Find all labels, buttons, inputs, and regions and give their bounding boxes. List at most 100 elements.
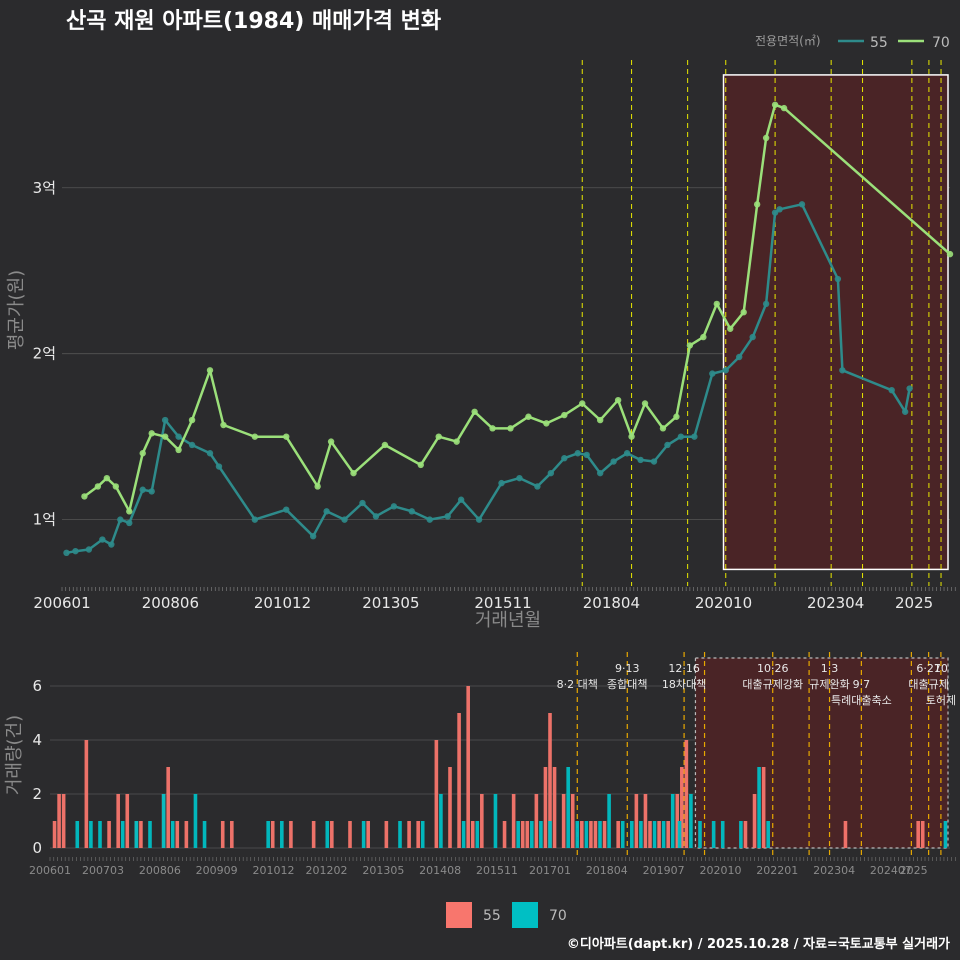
top-point-70 xyxy=(946,250,954,258)
bar-55 xyxy=(570,794,575,848)
bar-70 xyxy=(161,794,166,848)
bar-70 xyxy=(398,821,402,848)
bar-55 xyxy=(384,821,389,848)
top-point-70 xyxy=(251,433,259,440)
policy-annotation: 토허제 xyxy=(926,694,956,707)
footer-credit: ©디아파트(dapt.kr) / 2025.10.28 / 자료=국토교통부 실… xyxy=(567,936,950,952)
bottom-y-tick-label: 2 xyxy=(32,785,42,803)
bar-70 xyxy=(598,821,602,848)
top-point-55 xyxy=(188,441,196,449)
top-point-70 xyxy=(614,396,622,404)
top-point-70 xyxy=(471,408,478,415)
top-point-55 xyxy=(99,536,106,543)
top-point-70 xyxy=(673,413,680,420)
bar-70 xyxy=(711,821,716,848)
bar-70 xyxy=(766,821,770,848)
bar-70 xyxy=(493,794,498,848)
bar-55 xyxy=(348,821,352,848)
top-point-55 xyxy=(596,469,604,477)
bar-70 xyxy=(75,821,80,848)
policy-annotation: 9·7 xyxy=(853,678,871,691)
bar-55 xyxy=(580,821,584,848)
policy-annotation: 18차대책 xyxy=(662,678,706,691)
bar-55 xyxy=(666,821,670,848)
top-x-axis-label: 거래년월 xyxy=(475,610,541,631)
top-legend: 전용면적(㎡) 55 70 xyxy=(755,34,950,51)
top-y-tick-label: 3억 xyxy=(33,179,56,197)
bar-55 xyxy=(543,767,548,848)
policy-annotation: 1·3 xyxy=(821,662,839,675)
bottom-x-tick-label: 201701 xyxy=(529,864,571,877)
bar-70 xyxy=(148,821,152,848)
bar-70 xyxy=(670,794,675,848)
legend-swatch-70 xyxy=(512,902,538,928)
bar-70 xyxy=(584,821,589,848)
bar-70 xyxy=(566,767,570,848)
top-point-55 xyxy=(547,469,555,477)
top-x-tick-label: 201012 xyxy=(254,594,311,612)
bar-55 xyxy=(761,767,766,848)
bottom-x-tick-label: 202304 xyxy=(813,864,855,877)
legend-title: 전용면적(㎡) xyxy=(755,34,821,48)
bar-55 xyxy=(916,821,920,848)
bar-70 xyxy=(720,821,725,848)
bar-55 xyxy=(684,740,689,848)
top-point-55 xyxy=(637,456,644,464)
top-point-70 xyxy=(543,420,550,427)
top-point-70 xyxy=(771,101,779,108)
top-point-70 xyxy=(126,508,133,515)
top-point-55 xyxy=(444,513,451,520)
top-point-70 xyxy=(686,342,694,349)
bar-70 xyxy=(325,821,330,848)
top-point-70 xyxy=(161,433,169,440)
top-point-55 xyxy=(736,353,743,361)
top-point-55 xyxy=(341,516,348,523)
bar-55 xyxy=(680,767,684,848)
top-point-70 xyxy=(435,433,442,440)
top-point-70 xyxy=(327,438,335,445)
bar-55 xyxy=(166,767,170,848)
top-point-55 xyxy=(610,458,617,465)
top-point-55 xyxy=(650,458,658,465)
top-point-55 xyxy=(583,451,590,459)
top-point-70 xyxy=(220,421,227,429)
top-point-70 xyxy=(112,483,120,490)
bottom-x-tick-label: 202010 xyxy=(699,864,741,877)
top-point-55 xyxy=(834,275,842,283)
bar-55 xyxy=(434,740,439,848)
top-point-55 xyxy=(161,416,169,424)
bar-55 xyxy=(330,821,334,848)
policy-annotation: 8·2 대책 xyxy=(557,678,598,691)
bar-70 xyxy=(266,821,270,848)
top-point-55 xyxy=(408,508,416,515)
bar-55 xyxy=(616,821,620,848)
top-point-55 xyxy=(709,370,716,377)
top-point-70 xyxy=(659,425,667,432)
top-point-55 xyxy=(798,201,806,208)
top-point-70 xyxy=(740,309,747,316)
top-point-70 xyxy=(753,201,761,208)
bar-55 xyxy=(743,821,748,848)
chart-title: 산곡 재원 아파트(1984) 매매가격 변화 xyxy=(66,9,441,34)
top-point-55 xyxy=(206,450,214,457)
bar-55 xyxy=(589,821,593,848)
top-point-70 xyxy=(628,433,635,440)
top-point-55 xyxy=(390,503,398,510)
top-point-55 xyxy=(561,455,568,462)
bar-70 xyxy=(652,821,657,848)
top-point-55 xyxy=(309,533,317,540)
top-point-70 xyxy=(561,411,568,419)
bar-55 xyxy=(139,821,143,848)
bar-70 xyxy=(420,821,425,848)
top-x-tick-label: 201305 xyxy=(362,594,419,612)
bottom-x-tick-label: 201305 xyxy=(362,864,404,877)
bar-70 xyxy=(639,821,643,848)
bottom-x-tick-label: 200703 xyxy=(82,864,124,877)
bar-70 xyxy=(193,794,198,848)
top-point-70 xyxy=(780,104,788,112)
top-point-70 xyxy=(283,433,290,440)
top-x-tick-label: 201804 xyxy=(583,594,640,612)
bottom-y-tick-label: 4 xyxy=(32,731,42,749)
bottom-x-tick-label: 201202 xyxy=(306,864,348,877)
top-point-55 xyxy=(498,479,505,487)
